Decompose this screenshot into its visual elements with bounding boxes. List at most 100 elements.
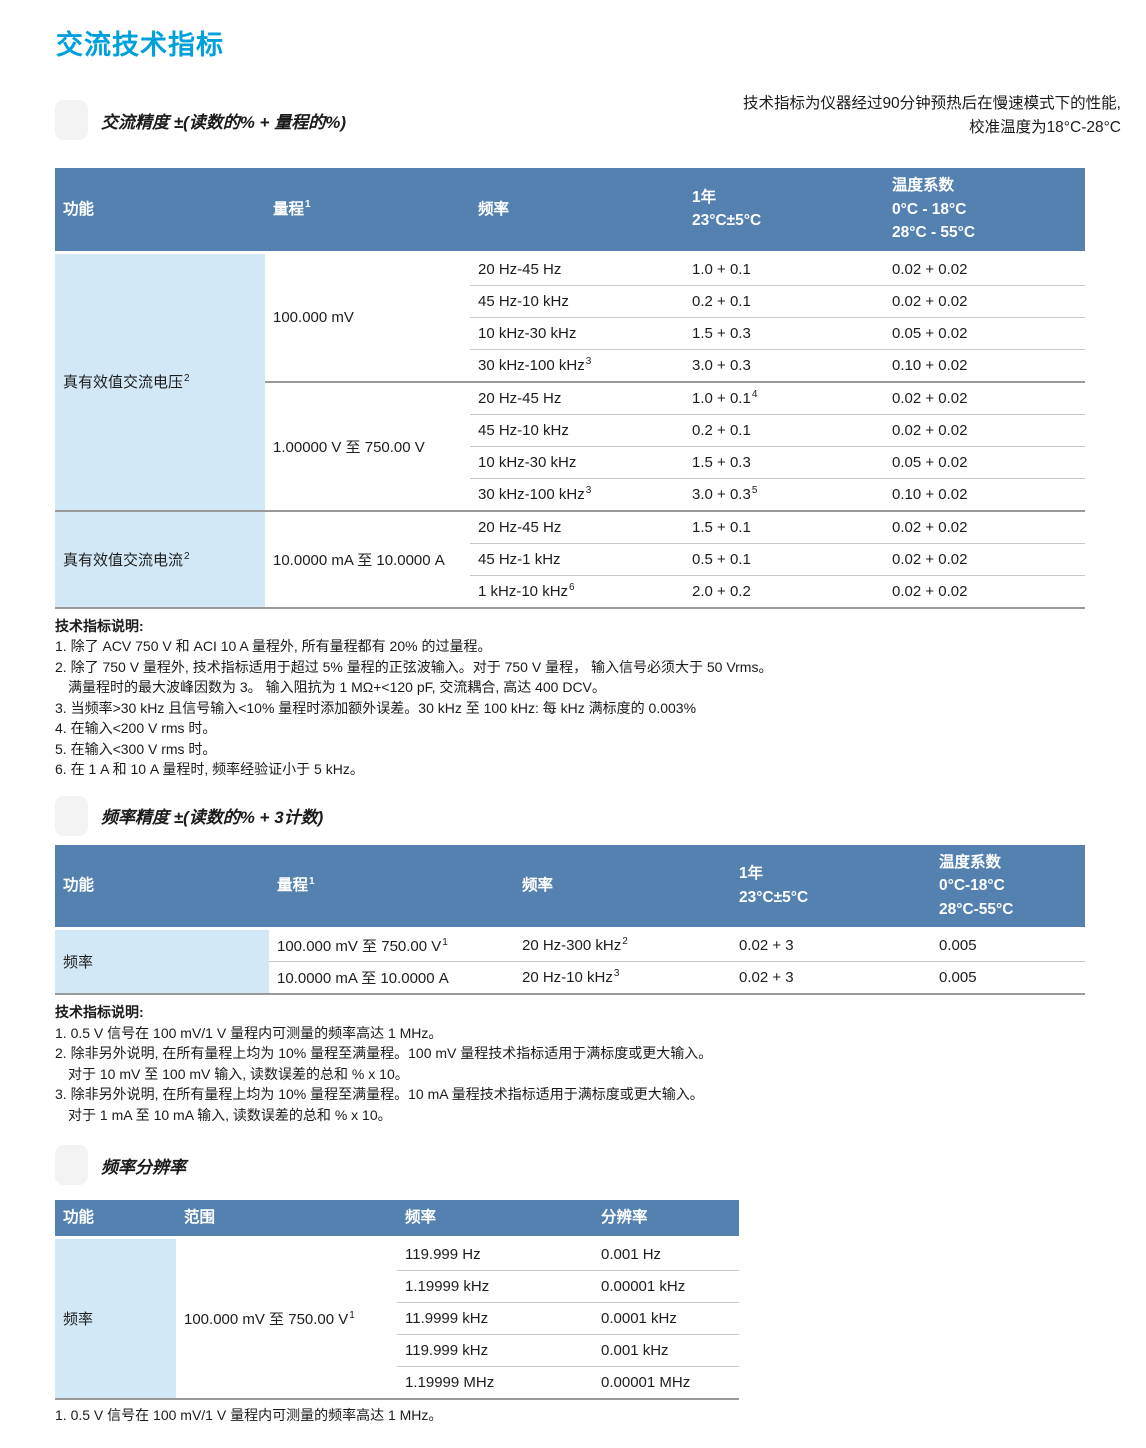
footnote-line: 2. 除非另外说明, 在所有量程上均为 10% 量程至满量程。100 mV 量程… bbox=[55, 1045, 713, 1061]
footnote-ref: 3 bbox=[585, 355, 592, 367]
freq-resolution-footnote: 1. 0.5 V 信号在 100 mV/1 V 量程内可测量的频率高达 1 MH… bbox=[55, 1407, 443, 1423]
accuracy-cell: 3.0 + 0.3 bbox=[684, 348, 884, 382]
table-row: 真有效值交流电压2 100.000 mV 20 Hz-45 Hz 1.0 + 0… bbox=[55, 252, 1085, 511]
ac-accuracy-footnotes: 技术指标说明: 1. 除了 ACV 750 V 和 ACI 10 A 量程外, … bbox=[55, 616, 1085, 780]
frequency-cell: 45 Hz-1 kHz bbox=[470, 542, 684, 575]
freq-resolution-table: 功能 范围 频率 分辨率 频率 100.000 mV 至 750.00 V1 1… bbox=[55, 1200, 739, 1400]
accuracy-cell: 0.02 + 3 bbox=[731, 961, 931, 994]
accuracy-cell: 3.0 + 0.35 bbox=[684, 477, 884, 511]
accuracy-cell: 1.5 + 0.3 bbox=[684, 445, 884, 478]
freq-accuracy-footnotes: 技术指标说明: 1. 0.5 V 信号在 100 mV/1 V 量程内可测量的频… bbox=[55, 1002, 1085, 1125]
table-row: 10 kHz-30 kHz 1.5 + 0.3 0.05 + 0.02 bbox=[55, 316, 1085, 349]
column-header-frequency: 频率 bbox=[470, 168, 684, 254]
tempco-cell: 0.02 + 0.02 bbox=[892, 260, 968, 278]
frequency-cell: 119.999 Hz bbox=[405, 1246, 481, 1263]
tempco-cell: 0.02 + 0.02 bbox=[884, 509, 1085, 543]
tempco-cell: 0.02 + 0.02 bbox=[884, 413, 1085, 446]
footnote-ref: 1 bbox=[349, 1310, 355, 1321]
footnote-line: 对于 10 mV 至 100 mV 输入, 读数误差的总和 % x 10。 bbox=[68, 1065, 409, 1082]
tempco-cell: 0.05 + 0.02 bbox=[884, 316, 1085, 349]
footnote-line: 1. 0.5 V 信号在 100 mV/1 V 量程内可测量的频率高达 1 MH… bbox=[55, 1024, 443, 1041]
column-header-tempco: 温度系数 0°C - 18°C 28°C - 55°C bbox=[884, 168, 1085, 254]
table-row: 45 Hz-1 kHz 0.5 + 0.1 0.02 + 0.02 bbox=[55, 542, 1085, 575]
spec-condition-note: 技术指标为仪器经过90分钟预热后在慢速模式下的性能, 校准温度为18°C-28°… bbox=[743, 92, 1121, 140]
footnote-ref: 2 bbox=[184, 373, 190, 384]
tempco-cell: 0.02 + 0.02 bbox=[884, 284, 1085, 317]
table-row: 45 Hz-10 kHz 0.2 + 0.1 0.02 + 0.02 bbox=[55, 284, 1085, 317]
table-row: 10 kHz-30 kHz 1.5 + 0.3 0.05 + 0.02 bbox=[55, 445, 1085, 478]
accuracy-cell: 1.0 + 0.14 bbox=[684, 380, 884, 414]
document-page: 交流技术指标 交流精度 ±(读数的% + 量程的%) 技术指标为仪器经过90分钟… bbox=[55, 26, 1121, 1425]
tempco-cell: 0.005 bbox=[931, 961, 1085, 994]
frequency-cell: 1.19999 kHz bbox=[397, 1270, 593, 1303]
range-cell: 10.0000 mA 至 10.0000 A bbox=[269, 961, 514, 994]
column-header-frequency: 频率 bbox=[397, 1200, 593, 1239]
accuracy-cell: 0.5 + 0.1 bbox=[684, 542, 884, 575]
column-header-frequency: 频率 bbox=[514, 844, 731, 930]
accuracy-cell: 0.2 + 0.1 bbox=[684, 413, 884, 446]
tempco-cell: 0.10 + 0.02 bbox=[884, 477, 1085, 511]
range-cell: 100.000 mV 至 750.00 V1 bbox=[184, 1310, 355, 1329]
range-cell: 100.000 mV 至 750.00 V1 bbox=[277, 937, 448, 956]
table-row: 11.9999 kHz 0.0001 kHz bbox=[55, 1302, 739, 1335]
table-row: 1.19999 kHz 0.00001 kHz bbox=[55, 1270, 739, 1303]
frequency-cell: 20 Hz-45 Hz bbox=[470, 509, 684, 543]
footnote-ref: 5 bbox=[751, 484, 758, 496]
footnote-line: 3. 除非另外说明, 在所有量程上均为 10% 量程至满量程。10 mA 量程技… bbox=[55, 1086, 704, 1102]
function-cell-frequency: 频率 bbox=[55, 1237, 176, 1399]
ac-accuracy-section-head: 交流精度 ±(读数的% + 量程的%) bbox=[55, 100, 346, 140]
section-bullet-icon bbox=[55, 100, 88, 140]
function-cell-frequency: 频率 bbox=[55, 928, 269, 994]
range-cell: 100.000 mV bbox=[273, 308, 354, 326]
resolution-cell: 0.001 kHz bbox=[593, 1334, 739, 1367]
footnote-ref: 3 bbox=[613, 968, 620, 979]
frequency-cell: 20 Hz-45 Hz bbox=[478, 260, 562, 278]
column-header-function: 功能 bbox=[55, 844, 269, 930]
column-header-resolution: 分辨率 bbox=[593, 1200, 739, 1239]
resolution-cell: 0.0001 kHz bbox=[593, 1302, 739, 1335]
freq-accuracy-section-title: 频率精度 ±(读数的% + 3计数) bbox=[101, 808, 324, 827]
column-header-1year: 1年 23°C±5°C bbox=[731, 844, 931, 930]
header-row: 功能 范围 频率 分辨率 bbox=[55, 1200, 739, 1239]
table-row: 1.19999 MHz 0.00001 MHz bbox=[55, 1366, 739, 1399]
footnote-title: 技术指标说明: bbox=[55, 1004, 144, 1020]
freq-resolution-section-head: 频率分辨率 bbox=[55, 1145, 1085, 1185]
freq-accuracy-table: 功能 量程1 频率 1年 23°C±5°C 温度系数 0°C-18°C 28°C… bbox=[55, 844, 1085, 995]
accuracy-cell: 2.0 + 0.2 bbox=[684, 574, 884, 608]
accuracy-cell: 1.5 + 0.1 bbox=[684, 509, 884, 543]
frequency-cell: 45 Hz-10 kHz bbox=[470, 284, 684, 317]
accuracy-cell: 0.2 + 0.1 bbox=[684, 284, 884, 317]
header-row: 功能 量程1 频率 1年 23°C±5°C 温度系数 0°C-18°C 28°C… bbox=[55, 844, 1085, 930]
spec-note-line2: 校准温度为18°C-28°C bbox=[969, 119, 1121, 136]
table-row: 10.0000 mA 至 10.0000 A 20 Hz-10 kHz3 0.0… bbox=[55, 961, 1085, 994]
column-header-tempco: 温度系数 0°C-18°C 28°C-55°C bbox=[931, 844, 1085, 930]
tempco-cell: 0.02 + 0.02 bbox=[884, 574, 1085, 608]
column-header-range: 量程1 bbox=[265, 168, 470, 254]
footnote-line: 2. 除了 750 V 量程外, 技术指标适用于超过 5% 量程的正弦波输入。对… bbox=[55, 658, 773, 675]
table-row: 119.999 kHz 0.001 kHz bbox=[55, 1334, 739, 1367]
range-cell: 10.0000 mA 至 10.0000 A bbox=[265, 509, 470, 608]
footnote-line: 4. 在输入<200 V rms 时。 bbox=[55, 720, 217, 736]
frequency-cell: 10 kHz-30 kHz bbox=[470, 445, 684, 478]
footnote-ref: 1 bbox=[309, 875, 315, 887]
table-row: 频率 100.000 mV 至 750.00 V1 119.999 Hz 0.0… bbox=[55, 1237, 739, 1399]
table-row: 真有效值交流电流2 10.0000 mA 至 10.0000 A 20 Hz-4… bbox=[55, 509, 1085, 608]
ac-accuracy-section-title: 交流精度 ±(读数的% + 量程的%) bbox=[101, 112, 346, 132]
footnote-line: 1. 除了 ACV 750 V 和 ACI 10 A 量程外, 所有量程都有 2… bbox=[55, 638, 492, 654]
frequency-cell: 20 Hz-45 Hz bbox=[470, 380, 684, 414]
column-header-1year: 1年 23°C±5°C bbox=[684, 168, 884, 254]
frequency-cell: 1 kHz-10 kHz6 bbox=[470, 574, 684, 608]
footnote-ref: 3 bbox=[585, 484, 592, 496]
accuracy-cell: 0.02 + 3 bbox=[739, 937, 794, 954]
footnote-line: 5. 在输入<300 V rms 时。 bbox=[55, 740, 217, 757]
intro-row: 交流精度 ±(读数的% + 量程的%) 技术指标为仪器经过90分钟预热后在慢速模… bbox=[55, 92, 1121, 140]
ac-accuracy-table: 功能 量程1 频率 1年 23°C±5°C 温度系数 0°C - 18°C 28… bbox=[55, 168, 1085, 609]
column-header-function: 功能 bbox=[55, 168, 265, 254]
frequency-cell: 30 kHz-100 kHz3 bbox=[470, 477, 684, 511]
accuracy-cell: 1.5 + 0.3 bbox=[684, 316, 884, 349]
section-bullet-icon bbox=[55, 795, 88, 836]
footnote-ref: 2 bbox=[184, 550, 190, 562]
accuracy-cell: 1.0 + 0.1 bbox=[692, 260, 751, 278]
column-header-range: 范围 bbox=[176, 1200, 397, 1239]
footnote-line: 满量程时的最大波峰因数为 3。 输入阻抗为 1 MΩ+<120 pF, 交流耦合… bbox=[68, 679, 606, 695]
